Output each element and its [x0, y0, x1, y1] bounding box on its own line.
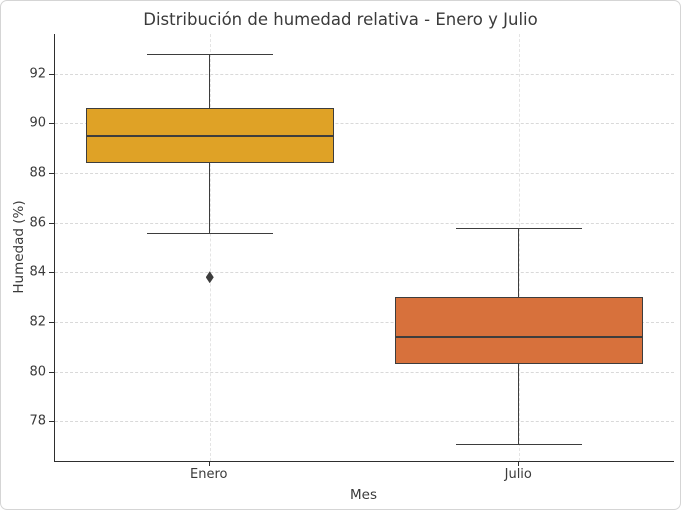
- lower-whisker-enero: [208, 163, 210, 233]
- h-gridline: [55, 321, 674, 323]
- y-tick-label: 88: [29, 165, 46, 181]
- y-tick-label: 80: [29, 364, 46, 380]
- lower-whisker-cap-julio: [456, 443, 583, 445]
- lower-whisker-cap-enero: [146, 232, 273, 234]
- h-gridline: [55, 421, 674, 423]
- h-gridline: [55, 222, 674, 224]
- y-tick-mark: [49, 371, 54, 373]
- y-tick-label: 92: [29, 66, 46, 82]
- upper-whisker-enero: [208, 53, 210, 109]
- y-tick-mark: [49, 222, 54, 224]
- x-tick-label: Julio: [504, 467, 532, 482]
- y-tick-mark: [49, 272, 54, 274]
- upper-whisker-cap-enero: [146, 53, 273, 55]
- h-gridline: [55, 73, 674, 75]
- x-tick-label: Enero: [190, 467, 228, 482]
- upper-whisker-julio: [518, 227, 520, 298]
- h-gridline: [55, 173, 674, 175]
- y-tick-mark: [49, 73, 54, 75]
- outlier-point-enero: [205, 271, 214, 284]
- median-line-julio: [395, 335, 644, 338]
- median-line-enero: [85, 134, 334, 137]
- y-tick-label: 82: [29, 314, 46, 330]
- box-julio: [395, 297, 644, 365]
- y-tick-label: 90: [29, 115, 46, 131]
- plot-area: [54, 34, 674, 462]
- y-tick-mark: [49, 123, 54, 125]
- x-tick-mark: [518, 462, 520, 466]
- chart-title: Distribución de humedad relativa - Enero…: [143, 10, 538, 29]
- h-gridline: [55, 272, 674, 274]
- h-gridline: [55, 123, 674, 125]
- v-gridline: [209, 34, 211, 461]
- y-tick-mark: [49, 321, 54, 323]
- v-gridline: [519, 34, 521, 461]
- x-tick-mark: [208, 462, 210, 466]
- y-tick-mark: [49, 173, 54, 175]
- y-tick-mark: [49, 421, 54, 423]
- x-axis-label: Mes: [350, 487, 377, 503]
- lower-whisker-julio: [518, 364, 520, 444]
- y-tick-label: 84: [29, 264, 46, 280]
- upper-whisker-cap-julio: [456, 227, 583, 229]
- y-axis-label: Humedad (%): [11, 200, 27, 294]
- h-gridline: [55, 371, 674, 373]
- y-tick-label: 86: [29, 215, 46, 231]
- y-tick-label: 78: [29, 413, 46, 429]
